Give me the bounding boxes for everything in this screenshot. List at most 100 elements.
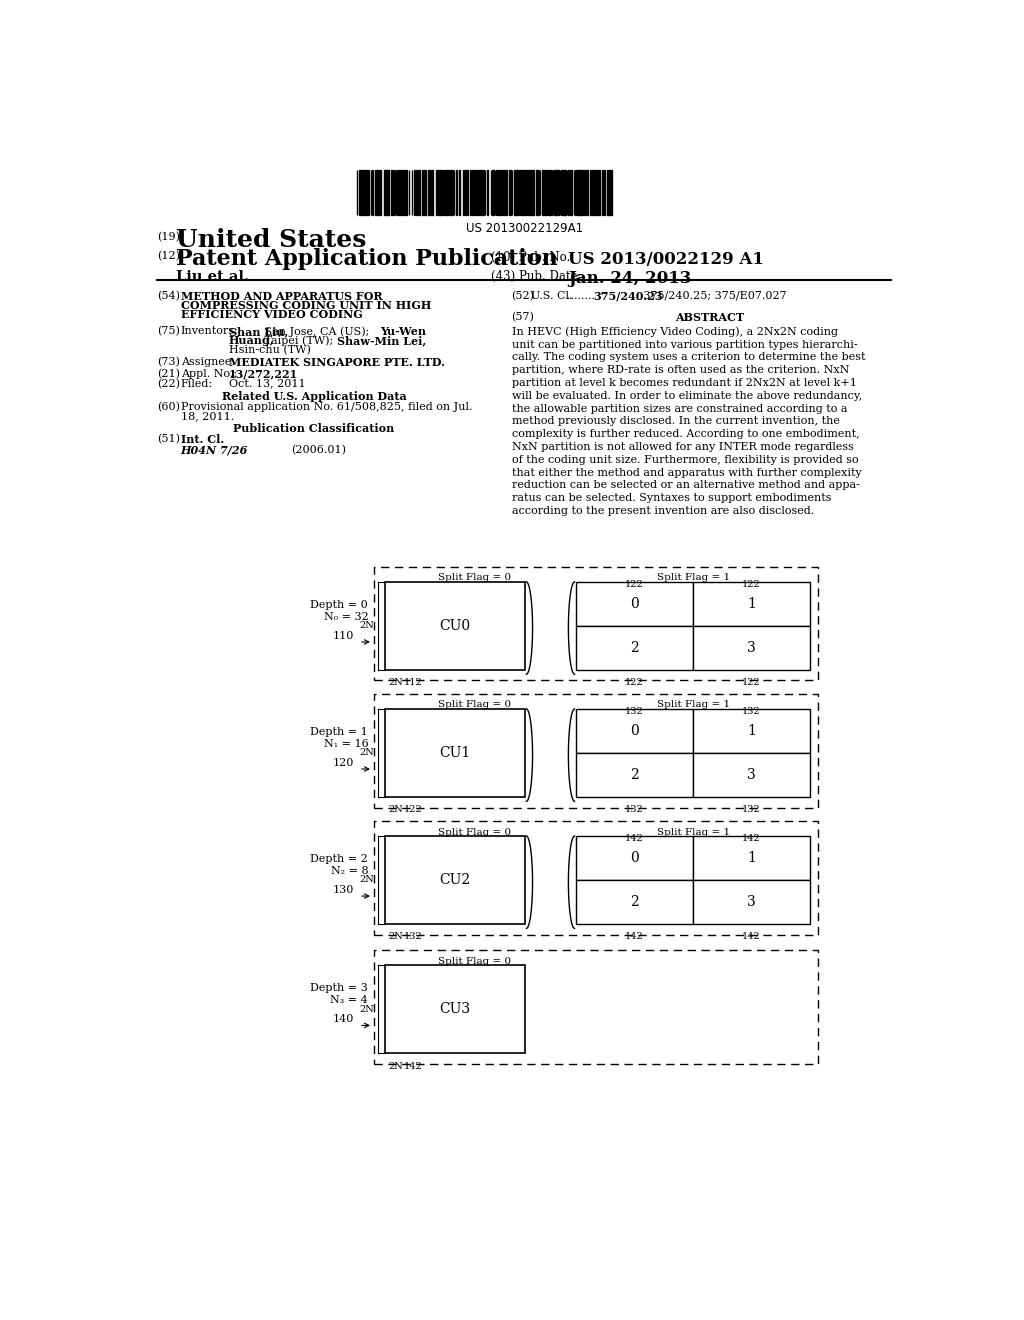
Bar	[452, 170, 453, 215]
Bar	[385, 170, 388, 215]
Text: Filed:: Filed:	[180, 379, 213, 388]
Bar	[592, 170, 594, 215]
Bar	[693, 709, 810, 752]
Text: ABSTRACT: ABSTRACT	[675, 313, 743, 323]
Text: Liu et al.: Liu et al.	[176, 271, 249, 284]
Text: N₀ = 32: N₀ = 32	[324, 611, 369, 622]
Bar	[554, 170, 557, 215]
Text: 132: 132	[742, 805, 761, 814]
Text: N₁ = 16: N₁ = 16	[324, 739, 369, 748]
Text: N₃ = 4: N₃ = 4	[331, 995, 369, 1005]
Text: CU1: CU1	[439, 746, 471, 760]
Text: Oct. 13, 2011: Oct. 13, 2011	[228, 379, 305, 388]
Text: (52): (52)	[512, 290, 535, 301]
Bar	[503, 170, 506, 215]
Bar	[403, 170, 406, 215]
Text: Depth = 2: Depth = 2	[310, 854, 369, 865]
Bar	[586, 170, 588, 215]
Text: (22): (22)	[158, 379, 180, 389]
Text: (57): (57)	[512, 313, 535, 322]
Text: Taipei (TW);: Taipei (TW);	[261, 335, 337, 346]
Bar	[577, 752, 693, 797]
Text: 3: 3	[748, 895, 756, 909]
Text: 2N: 2N	[388, 805, 403, 814]
Bar	[456, 170, 458, 215]
Text: 3: 3	[748, 640, 756, 655]
Text: Provisional application No. 61/508,825, filed on Jul.: Provisional application No. 61/508,825, …	[180, 401, 472, 412]
Text: (75): (75)	[158, 326, 180, 337]
Bar	[377, 170, 379, 215]
Bar	[442, 170, 443, 215]
Text: 2N: 2N	[359, 748, 374, 758]
Text: Huang,: Huang,	[228, 335, 274, 346]
Bar	[438, 170, 439, 215]
Bar	[595, 170, 597, 215]
Text: (43) Pub. Date:: (43) Pub. Date:	[490, 271, 582, 282]
Text: Split Flag = 0: Split Flag = 0	[437, 701, 511, 709]
Text: Shaw-Min Lei,: Shaw-Min Lei,	[337, 335, 427, 346]
Text: Patent Application Publication: Patent Application Publication	[176, 248, 558, 271]
Text: Int. Cl.: Int. Cl.	[180, 434, 224, 445]
Text: H04N 7/26: H04N 7/26	[180, 445, 248, 455]
Bar	[509, 170, 511, 215]
Text: 142: 142	[626, 932, 644, 941]
Text: N₂ = 8: N₂ = 8	[331, 866, 369, 875]
Bar	[693, 880, 810, 924]
Bar	[499, 170, 500, 215]
Text: 132: 132	[403, 932, 423, 941]
Text: 140: 140	[333, 1014, 354, 1024]
Text: In HEVC (High Efficiency Video Coding), a 2Nx2N coding
unit can be partitioned i: In HEVC (High Efficiency Video Coding), …	[512, 326, 865, 516]
Text: 132: 132	[626, 706, 644, 715]
Text: 2: 2	[630, 768, 639, 781]
Bar	[537, 170, 539, 215]
Text: Split Flag = 0: Split Flag = 0	[437, 957, 511, 966]
Text: Depth = 0: Depth = 0	[310, 601, 369, 610]
Text: 0: 0	[630, 723, 639, 738]
Text: (51): (51)	[158, 434, 180, 445]
Bar	[607, 170, 608, 215]
Text: 142: 142	[742, 932, 761, 941]
Bar	[375, 566, 818, 681]
Bar	[514, 170, 515, 215]
Text: 2N: 2N	[388, 1061, 403, 1071]
Text: 130: 130	[333, 884, 354, 895]
Text: Publication Classification: Publication Classification	[233, 424, 394, 434]
Bar	[693, 582, 810, 626]
Text: (73): (73)	[158, 358, 180, 367]
Text: US 2013/0022129 A1: US 2013/0022129 A1	[568, 251, 764, 268]
Text: 142: 142	[626, 834, 644, 842]
Text: 122: 122	[403, 805, 423, 814]
Text: CU2: CU2	[439, 873, 471, 887]
Bar	[431, 170, 433, 215]
Bar	[385, 582, 524, 669]
Text: Split Flag = 1: Split Flag = 1	[656, 701, 730, 709]
Text: Depth = 1: Depth = 1	[310, 727, 369, 737]
Text: 2N: 2N	[359, 1005, 374, 1014]
Text: 1: 1	[748, 851, 756, 865]
Bar	[424, 170, 426, 215]
Bar	[542, 170, 544, 215]
Text: 2N: 2N	[359, 875, 374, 884]
Bar	[375, 693, 818, 808]
Text: (21): (21)	[158, 368, 180, 379]
Text: Split Flag = 0: Split Flag = 0	[437, 573, 511, 582]
Bar	[398, 170, 400, 215]
Text: 2: 2	[630, 895, 639, 909]
Text: 375/240.23: 375/240.23	[593, 290, 663, 302]
Text: Assignee:: Assignee:	[180, 358, 234, 367]
Bar	[391, 170, 392, 215]
Bar	[416, 170, 417, 215]
Text: 0: 0	[630, 851, 639, 865]
Bar	[545, 170, 547, 215]
Bar	[579, 170, 581, 215]
Bar	[529, 170, 531, 215]
Bar	[375, 950, 818, 1064]
Text: (2006.01): (2006.01)	[291, 445, 346, 455]
Text: (12): (12)	[158, 251, 180, 261]
Bar	[577, 836, 693, 880]
Text: Yu-Wen: Yu-Wen	[380, 326, 426, 338]
Bar	[557, 170, 559, 215]
Bar	[577, 880, 693, 924]
Text: 2N: 2N	[359, 622, 374, 630]
Text: 3: 3	[748, 768, 756, 781]
